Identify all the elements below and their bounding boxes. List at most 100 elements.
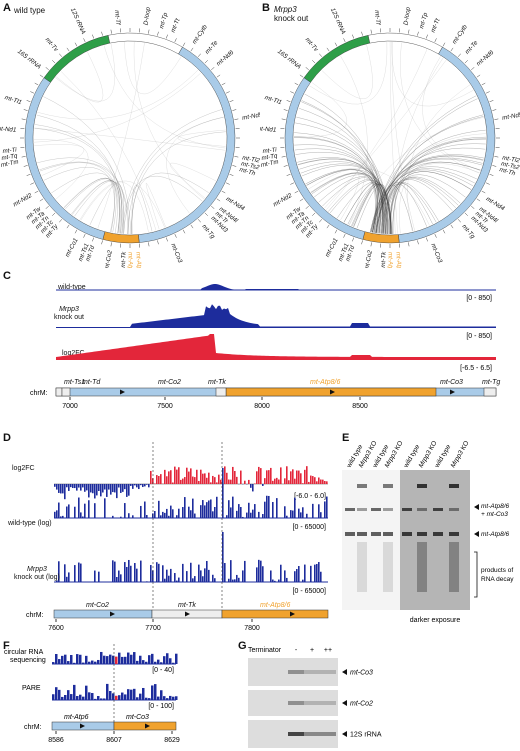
d-signal-bar xyxy=(176,580,178,582)
circos-tick xyxy=(312,212,316,216)
f-bar xyxy=(67,690,70,700)
circos-link xyxy=(34,127,226,151)
f-bar xyxy=(136,660,139,664)
c-wt-signal xyxy=(56,284,496,290)
d-signal-bar xyxy=(168,515,170,518)
f-bar xyxy=(61,655,64,664)
d-signal-bar xyxy=(290,510,292,518)
d-fc-range: [-6.0 - 6.0] xyxy=(294,493,326,500)
f-bar xyxy=(79,694,82,700)
f-axis-label: 8629 xyxy=(164,737,180,744)
d-fc-bar xyxy=(322,479,324,484)
circos-link xyxy=(89,183,125,234)
f-bar xyxy=(148,698,151,700)
circos-gene-label: D-loop xyxy=(403,6,413,26)
g-band xyxy=(304,732,320,736)
d-fc-bar xyxy=(118,484,120,488)
circos-link xyxy=(407,84,471,232)
d-fc-bar xyxy=(252,484,254,492)
d-signal-bar xyxy=(296,569,298,582)
circos-link xyxy=(299,161,388,234)
circos-segment xyxy=(367,32,443,55)
circos-gene-label: 16S rRNA xyxy=(16,48,42,71)
d-atp-bar xyxy=(221,609,329,619)
circos-link xyxy=(121,109,222,234)
f-bar xyxy=(124,656,127,664)
circos-link xyxy=(376,136,486,234)
d-signal-bar xyxy=(228,500,230,518)
f-bar xyxy=(85,655,88,664)
circos-tick xyxy=(166,34,168,39)
d-fc-bar xyxy=(128,484,130,496)
circos-gene-label: mt-Co3 xyxy=(169,242,183,264)
circos-gene-label: mt-Tp xyxy=(158,11,169,29)
d-signal-bar xyxy=(74,506,76,518)
d-signal-bar xyxy=(286,577,288,582)
circos-tick xyxy=(26,100,31,102)
d-fc-bar xyxy=(64,484,66,500)
d-fc-bar xyxy=(318,477,320,484)
d-signal-bar xyxy=(246,512,248,518)
circos-link xyxy=(296,116,391,235)
circos-gene-label: mt-Tv xyxy=(44,36,60,53)
d-signal-bar xyxy=(68,572,70,582)
d-signal-bar xyxy=(274,580,276,582)
d-fc-bar xyxy=(88,484,90,498)
circos-tick xyxy=(229,100,234,102)
d-fc-bar xyxy=(96,484,98,496)
circos-link xyxy=(392,138,486,234)
circos-link xyxy=(371,158,483,233)
circos-link xyxy=(371,155,484,233)
f-strand-arrow xyxy=(80,723,85,729)
circos-link xyxy=(356,184,391,235)
panel-label-g: G xyxy=(238,640,247,652)
d-signal-bar xyxy=(256,517,258,518)
e-band xyxy=(449,484,459,488)
d-signal-bar xyxy=(66,576,68,582)
d-signal-bar xyxy=(204,568,206,582)
circos-tick xyxy=(45,67,49,71)
d-fc-bar xyxy=(240,470,242,484)
d-signal-bar xyxy=(270,570,272,582)
g-band xyxy=(320,701,336,705)
d-fc-bar xyxy=(110,484,112,495)
circos-tick xyxy=(52,212,56,216)
d-signal-bar xyxy=(192,498,194,518)
circos-tick xyxy=(426,34,428,39)
circos-tick xyxy=(352,237,354,242)
circos-tick xyxy=(319,219,323,223)
d-track-label-wt: wild-type (log) xyxy=(8,520,52,527)
d-signal-bar xyxy=(130,565,132,582)
circos-gene-label: mt-Atp8 xyxy=(126,252,133,268)
d-fc-bar xyxy=(72,484,74,489)
e-band xyxy=(357,484,367,488)
panel-a-title: wild type xyxy=(14,6,46,15)
circos-tick xyxy=(481,82,486,86)
c-fc-signal xyxy=(56,334,496,360)
panel-label-a: A xyxy=(3,2,11,14)
g-col-label: ++ xyxy=(324,647,332,654)
d-fc-bar xyxy=(202,473,204,484)
circos-gene-label: mt-Atp8 xyxy=(386,252,393,268)
d-strand-arrow xyxy=(185,611,190,617)
circos-link xyxy=(177,129,226,147)
g-blot-label: 12S rRNA xyxy=(350,732,382,739)
d-fc-bar xyxy=(156,475,158,484)
f-bar xyxy=(172,662,175,664)
circos-tick xyxy=(450,47,454,52)
circos-gene-label: mt-Co2 xyxy=(103,249,114,268)
circos-tick xyxy=(370,29,372,34)
d-signal-bar xyxy=(166,569,168,582)
e-band xyxy=(371,532,381,536)
d-fc-bar xyxy=(168,471,170,484)
g-col-label: - xyxy=(295,647,298,654)
d-signal-bar xyxy=(226,515,228,518)
circos-link xyxy=(295,122,389,234)
d-fc-bar xyxy=(112,484,114,493)
circos-link xyxy=(294,144,385,234)
circos-tick xyxy=(174,233,177,238)
d-fc-bar xyxy=(256,471,258,484)
d-fc-bar xyxy=(178,467,180,484)
circos-tick xyxy=(299,198,304,202)
circos-tick xyxy=(450,224,454,229)
